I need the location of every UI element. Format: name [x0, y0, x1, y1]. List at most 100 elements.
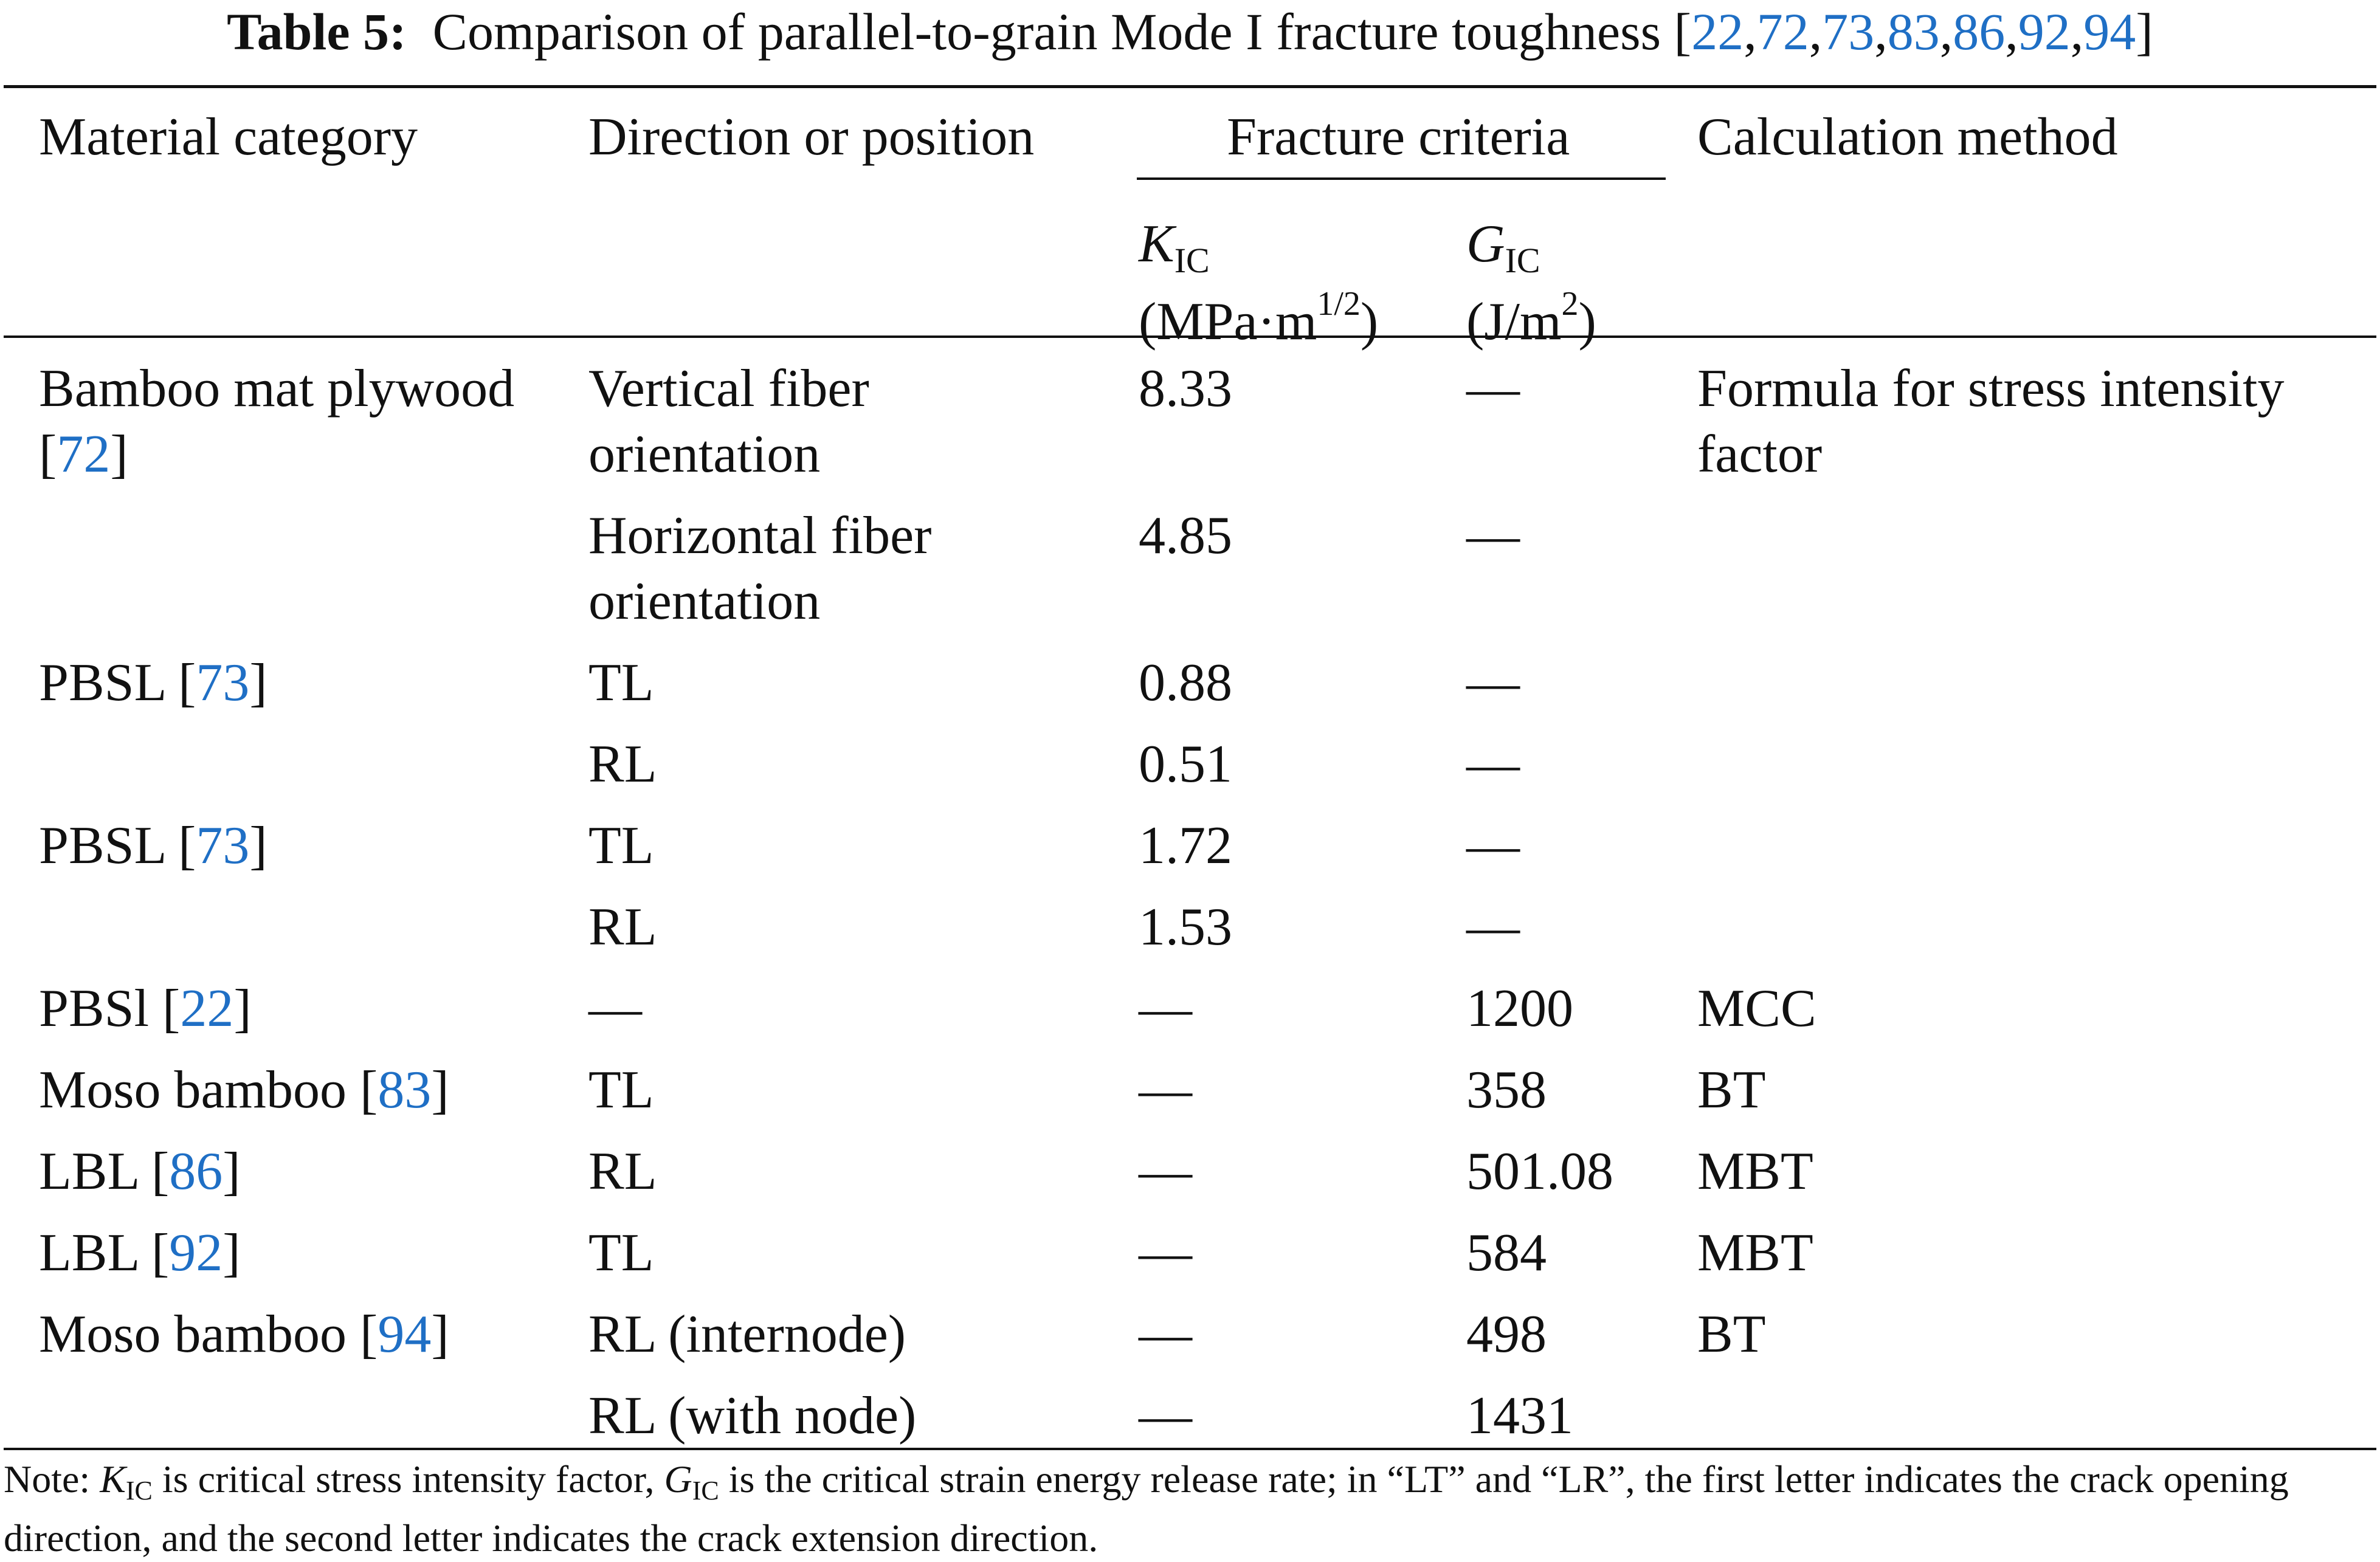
header-fracture-criteria: Fracture criteria [1227, 108, 1570, 167]
material-name: PBSL [39, 653, 165, 712]
material-cell: LBL [92] [39, 1223, 241, 1282]
gic-cell: — [1466, 735, 1520, 794]
material-ref-link[interactable]: 94 [378, 1305, 432, 1364]
gic-cell: — [1466, 506, 1520, 565]
direction-cell: TL [588, 653, 654, 712]
header-method: Calculation method [1697, 108, 2118, 167]
table-note: Note: KIC is critical stress intensity f… [4, 1456, 2376, 1562]
material-cell: PBSL [73] [39, 816, 267, 875]
direction-cell-line2: orientation [588, 425, 821, 484]
caption-close: ] [2136, 2, 2153, 61]
kic-unit-exponent: 1/2 [1317, 285, 1361, 323]
header-rule [4, 335, 2376, 338]
gic-unit-exponent: 2 [1561, 285, 1579, 323]
note-text: is critical stress intensity factor, [152, 1457, 664, 1501]
note-k-symbol: K [100, 1457, 126, 1501]
gic-cell: — [1466, 898, 1520, 957]
method-cell: MBT [1697, 1142, 1813, 1201]
note-line-2: direction, and the second letter indicat… [4, 1516, 1099, 1560]
material-cell: Moso bamboo [94] [39, 1305, 449, 1364]
kic-cell: — [1139, 1061, 1192, 1120]
kic-cell: — [1139, 1223, 1192, 1282]
material-cell: Bamboo mat plywood [39, 356, 514, 422]
gic-cell: 358 [1466, 1061, 1547, 1120]
direction-cell: TL [588, 816, 654, 875]
header-material: Material category [39, 108, 418, 167]
gic-subscript: IC [1505, 241, 1540, 280]
direction-cell: RL (with node) [588, 1386, 917, 1445]
kic-cell: — [1139, 1142, 1192, 1201]
gic-cell: 1200 [1466, 979, 1573, 1038]
caption-ref-link[interactable]: 94 [2083, 2, 2136, 61]
material-ref-link[interactable]: 86 [169, 1142, 223, 1201]
kic-symbol: K [1139, 215, 1174, 274]
direction-cell: RL (internode) [588, 1305, 906, 1364]
gic-cell: — [1466, 653, 1520, 712]
note-line-1: Note: KIC is critical stress intensity f… [4, 1456, 2376, 1515]
kic-subscript: IC [1174, 241, 1210, 280]
material-ref-link[interactable]: 83 [378, 1061, 432, 1120]
material-ref-link[interactable]: 72 [57, 425, 111, 484]
direction-cell: RL [588, 898, 657, 957]
material-ref: [72] [39, 425, 128, 484]
direction-cell-line2: orientation [588, 572, 821, 631]
caption-ref-link[interactable]: 72 [1756, 2, 1809, 61]
material-name: LBL [39, 1142, 138, 1201]
note-g-subscript: IC [692, 1476, 719, 1505]
material-cell: LBL [86] [39, 1142, 241, 1201]
kic-unit: (MPa·m [1139, 292, 1317, 351]
kic-cell: — [1139, 1386, 1192, 1445]
material-name: LBL [39, 1223, 138, 1282]
kic-cell: 1.72 [1139, 816, 1232, 875]
header-direction: Direction or position [588, 108, 1035, 167]
caption-ref-link[interactable]: 86 [1953, 2, 2006, 61]
gic-cell: 584 [1466, 1223, 1547, 1282]
method-cell: MBT [1697, 1223, 1813, 1282]
method-cell: BT [1697, 1061, 1766, 1120]
gic-cell: 498 [1466, 1305, 1547, 1364]
method-cell: BT [1697, 1305, 1766, 1364]
material-name: PBSL [39, 816, 165, 875]
criteria-underline [1137, 177, 1666, 180]
material-name: Moso bamboo [39, 1305, 347, 1364]
direction-cell: — [588, 979, 642, 1038]
gic-cell: — [1466, 359, 1520, 418]
method-cell: MCC [1697, 979, 1816, 1038]
material-cell: PBSl [22] [39, 979, 252, 1038]
material-name: Moso bamboo [39, 1061, 347, 1120]
header-gic: GIC [1466, 212, 1540, 294]
note-k-subscript: IC [125, 1476, 153, 1505]
material-ref-link[interactable]: 73 [196, 816, 250, 875]
direction-cell: RL [588, 735, 657, 794]
gic-cell: — [1466, 816, 1520, 875]
material-name: Bamboo mat plywood [39, 359, 515, 418]
material-ref-link[interactable]: 73 [196, 653, 250, 712]
kic-unit-close: ) [1360, 292, 1379, 351]
material-ref-link[interactable]: 22 [180, 979, 234, 1038]
caption-ref-link[interactable]: 73 [1822, 2, 1875, 61]
material-cell: PBSL [73] [39, 653, 267, 712]
caption-ref-link[interactable]: 83 [1887, 2, 1940, 61]
header-kic-unit: (MPa·m1/2) [1139, 271, 1378, 355]
gic-unit: (J/m [1466, 292, 1562, 351]
direction-cell: TL [588, 1061, 654, 1120]
material-name: PBSl [39, 979, 150, 1038]
gic-symbol: G [1466, 215, 1505, 274]
material-ref-link[interactable]: 92 [169, 1223, 223, 1282]
gic-cell: 501.08 [1466, 1142, 1613, 1201]
kic-cell: 1.53 [1139, 898, 1232, 957]
table-caption: Table 5: Comparison of parallel-to-grain… [227, 2, 2153, 61]
note-prefix: Note: [4, 1457, 100, 1501]
direction-cell: RL [588, 1142, 657, 1201]
kic-cell: 0.51 [1139, 735, 1232, 794]
caption-text: Comparison of parallel-to-grain Mode I f… [432, 2, 1692, 61]
direction-cell: Vertical fiber [588, 359, 869, 418]
method-cell: Formula for stress intensity [1697, 359, 2285, 418]
caption-ref-link[interactable]: 92 [2018, 2, 2071, 61]
direction-cell: TL [588, 1223, 654, 1282]
kic-cell: 4.85 [1139, 506, 1232, 565]
note-text: is the critical strain energy release ra… [719, 1457, 2289, 1501]
note-g-symbol: G [664, 1457, 692, 1501]
kic-cell: — [1139, 979, 1192, 1038]
caption-ref-link[interactable]: 22 [1691, 2, 1744, 61]
